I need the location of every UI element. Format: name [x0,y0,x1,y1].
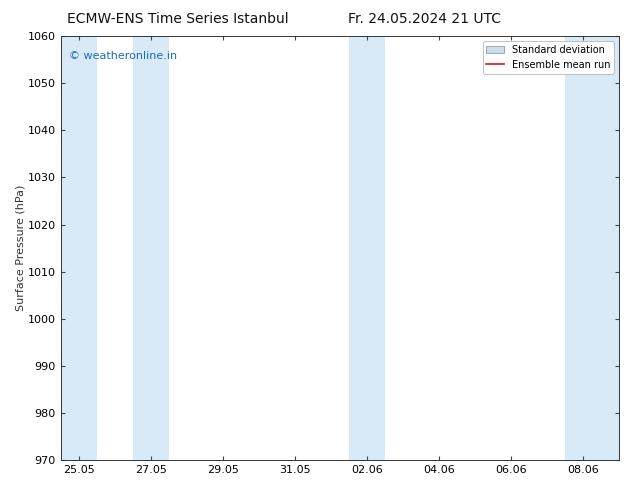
Bar [565,36,619,460]
Y-axis label: Surface Pressure (hPa): Surface Pressure (hPa) [15,185,25,311]
Bar [133,36,169,460]
Text: © weatheronline.in: © weatheronline.in [69,51,178,61]
Text: ECMW-ENS Time Series Istanbul: ECMW-ENS Time Series Istanbul [67,12,288,26]
Bar [349,36,385,460]
Bar [61,36,97,460]
Legend: Standard deviation, Ensemble mean run: Standard deviation, Ensemble mean run [482,41,614,74]
Text: Fr. 24.05.2024 21 UTC: Fr. 24.05.2024 21 UTC [348,12,501,26]
